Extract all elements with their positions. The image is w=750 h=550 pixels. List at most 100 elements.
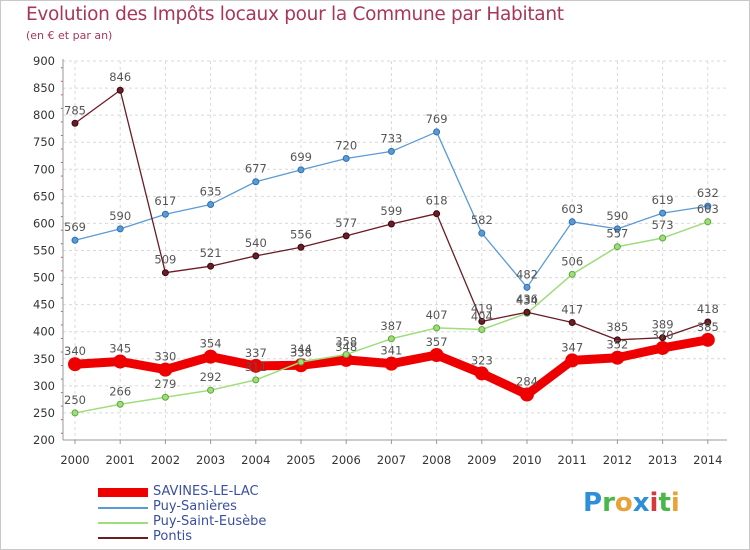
- data-point: [433, 210, 441, 218]
- data-point: [71, 236, 79, 244]
- data-point: [71, 119, 79, 127]
- series-puy-sani-res: [71, 128, 712, 291]
- data-label: 330: [154, 350, 176, 364]
- x-tick-label: 2011: [558, 453, 587, 467]
- data-point: [478, 326, 486, 334]
- data-label: 677: [245, 162, 267, 176]
- data-label: 590: [109, 209, 131, 223]
- data-label: 279: [154, 377, 176, 391]
- logo-letter: x: [632, 488, 650, 518]
- data-point: [207, 200, 215, 208]
- data-label: 340: [64, 344, 86, 358]
- data-label: 345: [109, 341, 131, 355]
- data-point: [297, 243, 305, 251]
- x-tick-label: 2005: [286, 453, 315, 467]
- data-labels: 340 345 330 354 337 338 348 341 357 323 284 347 352 3…: [64, 70, 719, 407]
- legend-swatch: [98, 507, 148, 509]
- logo-letter: r: [602, 488, 615, 518]
- data-point: [568, 319, 576, 327]
- proxiti-logo: Proxiti: [583, 488, 680, 518]
- data-point: [610, 350, 625, 365]
- x-tick-label: 2007: [377, 453, 406, 467]
- data-point: [613, 336, 621, 344]
- data-label: 509: [154, 253, 176, 267]
- data-label: 769: [426, 112, 448, 126]
- x-tick-label: 2002: [151, 453, 180, 467]
- logo-letter: i: [649, 488, 659, 518]
- logo-letter: o: [614, 488, 633, 518]
- data-point: [659, 209, 667, 217]
- data-point: [297, 358, 305, 366]
- data-point: [116, 400, 124, 408]
- data-point: [433, 324, 441, 332]
- data-label: 436: [516, 292, 538, 306]
- x-axis: 2000 2001 2002 2003 2004 2005 2006 2007 2008 2009…: [60, 439, 727, 467]
- data-point: [520, 387, 534, 402]
- y-tick-label: 800: [33, 108, 55, 122]
- data-label: 599: [380, 204, 402, 218]
- x-tick-label: 2003: [196, 453, 225, 467]
- x-tick-label: 2006: [332, 453, 361, 467]
- x-tick-label: 2010: [512, 453, 541, 467]
- data-point: [161, 393, 169, 401]
- data-point: [700, 332, 715, 347]
- y-tick-label: 600: [33, 216, 55, 230]
- data-label: 419: [471, 301, 493, 315]
- data-label: 387: [380, 319, 402, 333]
- legend-label: Puy-Sanières: [153, 499, 237, 514]
- data-label: 603: [561, 202, 583, 216]
- data-point: [523, 283, 531, 291]
- data-point: [161, 269, 169, 277]
- data-label: 418: [697, 302, 719, 316]
- data-point: [478, 229, 486, 237]
- data-point: [613, 243, 621, 251]
- y-tick-label: 850: [33, 81, 55, 95]
- data-point: [384, 356, 399, 371]
- data-label: 407: [426, 308, 448, 322]
- data-point: [71, 409, 79, 417]
- data-point: [342, 154, 350, 162]
- data-point: [252, 376, 260, 384]
- data-label: 354: [200, 337, 222, 351]
- y-tick-label: 700: [33, 162, 55, 176]
- data-label: 266: [109, 384, 131, 398]
- chart-subtitle: (en € et par an): [26, 29, 113, 42]
- data-point: [207, 386, 215, 394]
- data-label: 348: [335, 340, 357, 354]
- data-point: [704, 218, 712, 226]
- data-label: 617: [154, 194, 176, 208]
- data-point: [387, 335, 395, 343]
- data-point: [248, 358, 263, 373]
- data-label: 404: [471, 310, 493, 324]
- data-label: 569: [64, 220, 86, 234]
- data-label: 573: [652, 218, 674, 232]
- data-label: 733: [380, 131, 402, 145]
- data-label: 619: [652, 193, 674, 207]
- data-label: 292: [200, 370, 222, 384]
- data-label: 699: [290, 150, 312, 164]
- data-label: 417: [561, 303, 583, 317]
- y-tick-label: 750: [33, 135, 55, 149]
- data-label: 311: [245, 360, 267, 374]
- data-label: 785: [64, 103, 86, 117]
- data-point: [342, 350, 350, 358]
- data-label: 434: [516, 293, 538, 307]
- data-point: [68, 357, 82, 372]
- data-label: 846: [109, 70, 131, 84]
- y-tick-label: 250: [33, 406, 55, 420]
- data-point: [523, 308, 531, 316]
- y-tick-label: 550: [33, 244, 55, 258]
- data-label: 482: [516, 267, 538, 281]
- data-label: 632: [697, 186, 719, 200]
- chart-title: Evolution des Impôts locaux pour la Comm…: [26, 4, 564, 25]
- data-point: [207, 262, 215, 270]
- data-point: [161, 210, 169, 218]
- data-label: 506: [561, 254, 583, 268]
- data-point: [659, 334, 667, 342]
- data-point: [474, 366, 489, 381]
- x-tick-label: 2012: [603, 453, 632, 467]
- data-label: 590: [606, 209, 628, 223]
- data-label: 557: [606, 227, 628, 241]
- data-label: 337: [245, 346, 267, 360]
